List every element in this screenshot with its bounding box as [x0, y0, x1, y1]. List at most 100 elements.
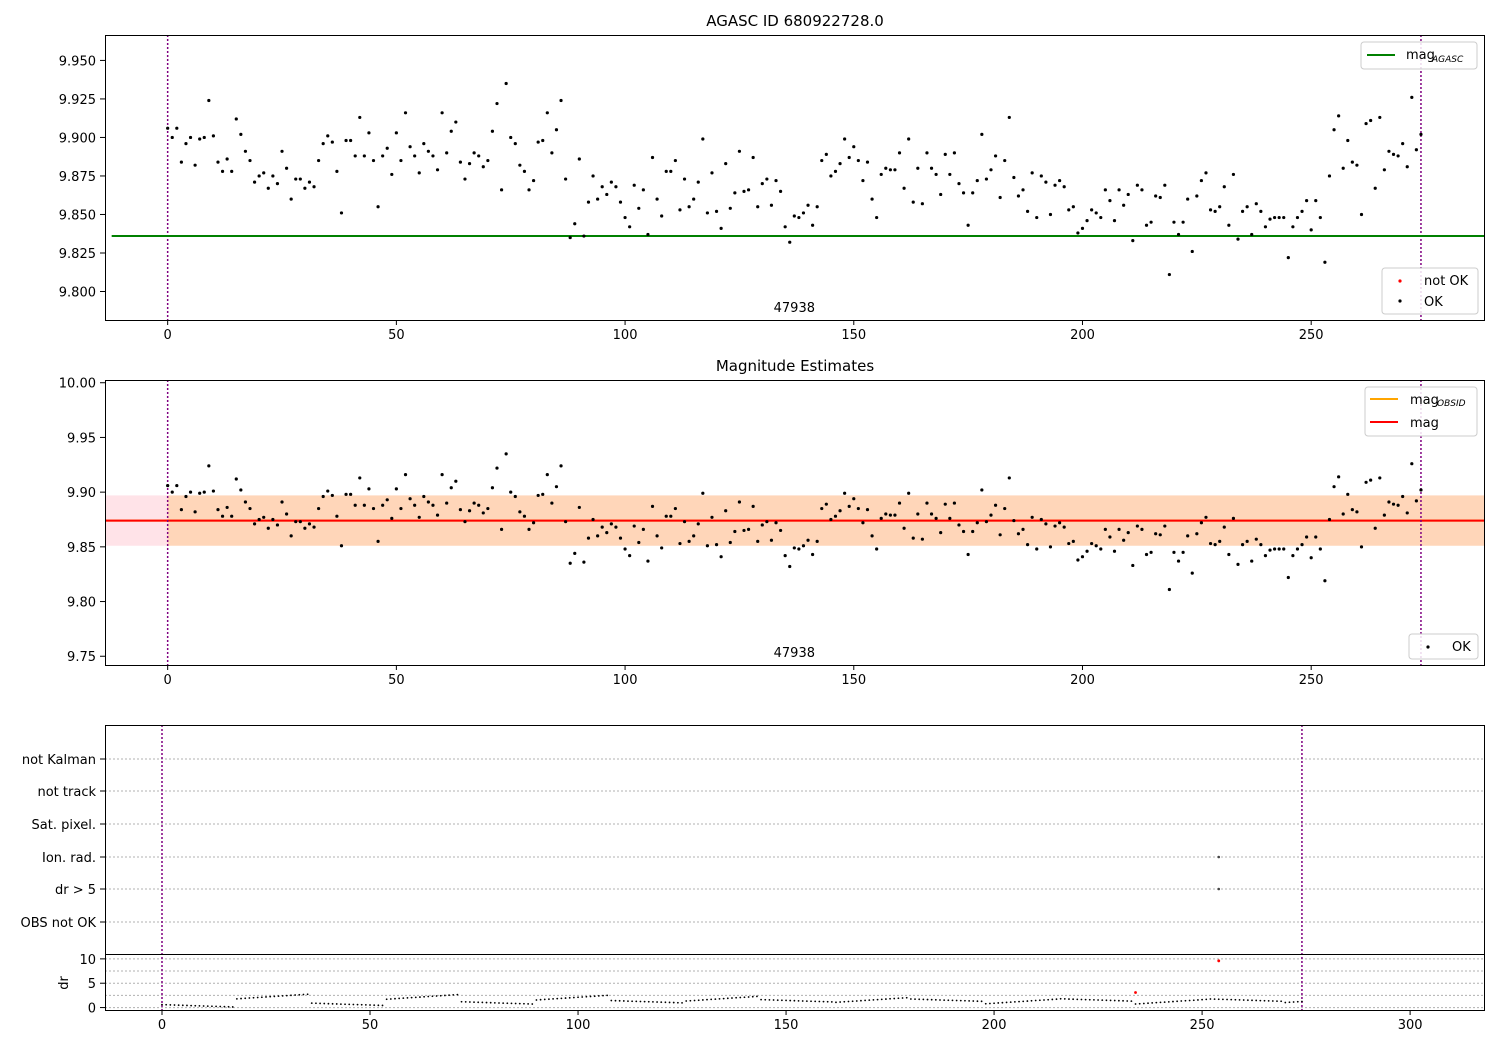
ok-point: [884, 166, 888, 170]
dr-point: [697, 999, 700, 1002]
ok-point: [609, 180, 613, 184]
estimate-point: [1058, 521, 1062, 525]
estimate-point: [1268, 548, 1272, 552]
dr-point: [552, 997, 554, 1000]
ok-point: [184, 142, 188, 146]
flag-label-0: not Kalman: [22, 753, 96, 768]
dr-point: [1138, 1002, 1141, 1005]
dr-ytick-label-10: 10: [79, 953, 96, 968]
panel-magnitude-frame: [105, 380, 1485, 666]
p1-ytick-label-2: 9.850: [59, 208, 96, 223]
estimate-point: [1048, 545, 1053, 549]
legend-ok-marker-2: [1426, 645, 1430, 649]
estimate-point: [719, 555, 723, 559]
dr-point: [780, 999, 783, 1002]
ok-point: [907, 137, 911, 141]
ok-point: [1259, 209, 1263, 213]
estimate-point: [605, 531, 609, 535]
ok-point: [751, 155, 755, 160]
dr-point: [560, 997, 563, 1000]
dr-point: [402, 997, 405, 1000]
estimate-point: [198, 491, 202, 495]
dr-point: [860, 999, 862, 1002]
dr-point: [718, 997, 721, 1000]
dr-point: [481, 1001, 484, 1004]
estimate-point: [294, 520, 298, 524]
ok-point: [317, 158, 321, 163]
flag-point: [1217, 887, 1221, 891]
estimate-point: [628, 553, 632, 558]
dr-point: [893, 997, 896, 1000]
ok-point: [541, 138, 545, 143]
dr-point: [1030, 999, 1033, 1002]
estimate-point: [1144, 552, 1149, 557]
estimate-point: [1272, 547, 1277, 551]
ok-point: [179, 160, 183, 164]
estimate-point: [939, 531, 943, 535]
p2-ytick-label-2: 9.85: [67, 541, 96, 556]
ok-point: [1410, 95, 1414, 99]
estimate-point: [1163, 524, 1167, 528]
estimate-point: [1227, 552, 1231, 557]
dr-point: [1055, 998, 1058, 1001]
dr-ytick-label-0: 0: [88, 1002, 96, 1017]
ok-point: [989, 168, 993, 172]
estimate-point: [961, 529, 966, 534]
dr-point: [743, 996, 746, 999]
dr-point: [926, 998, 929, 1001]
dr-point: [298, 993, 301, 996]
dr-point: [568, 996, 571, 999]
estimate-point: [714, 543, 719, 547]
ok-point: [852, 145, 856, 149]
ok-point: [225, 157, 229, 161]
legend-ok-label-2: OK: [1452, 640, 1471, 655]
dr-point: [327, 1002, 330, 1005]
estimate-point: [1025, 543, 1030, 547]
dr-point: [739, 996, 742, 999]
ok-point: [1080, 226, 1085, 230]
dr-point: [901, 997, 904, 999]
estimate-point: [591, 517, 595, 522]
dr-point: [1034, 999, 1037, 1002]
dr-red-point: [1134, 991, 1137, 994]
dr-point: [1005, 1001, 1008, 1004]
ok-point: [879, 172, 883, 177]
estimate-point: [614, 525, 618, 529]
dr-point: [161, 1003, 163, 1006]
dr-point: [414, 996, 417, 999]
dr-point: [639, 1000, 642, 1003]
dr-point: [1209, 998, 1212, 1000]
estimate-point: [687, 539, 691, 543]
dr-point: [955, 999, 958, 1002]
ok-point: [948, 172, 952, 177]
estimate-point: [207, 464, 211, 468]
ok-point: [330, 140, 334, 144]
dr-point: [423, 995, 426, 998]
estimate-point: [1309, 556, 1313, 560]
estimate-point: [564, 520, 568, 524]
dr-point: [1105, 999, 1108, 1002]
ok-point: [984, 177, 989, 181]
dr-point: [381, 1004, 384, 1007]
estimate-point: [1259, 543, 1263, 547]
estimate-point: [349, 492, 353, 496]
dr-point: [756, 995, 758, 998]
dr-point: [681, 1001, 683, 1004]
estimate-point: [376, 539, 380, 543]
ok-point: [637, 206, 641, 210]
estimate-point: [284, 512, 289, 516]
dr-point: [315, 1002, 317, 1005]
ok-point: [1099, 215, 1103, 220]
ok-point: [1268, 217, 1272, 221]
ok-point: [966, 223, 970, 227]
ok-point: [1016, 194, 1021, 198]
ok-point: [838, 162, 842, 166]
ok-point: [1003, 158, 1007, 163]
estimate-point: [1286, 575, 1290, 580]
ok-point: [472, 151, 476, 155]
estimate-point: [801, 544, 806, 548]
ok-point: [454, 120, 458, 124]
estimate-point: [426, 500, 430, 504]
ok-point: [1337, 114, 1341, 118]
ok-point: [522, 169, 527, 173]
